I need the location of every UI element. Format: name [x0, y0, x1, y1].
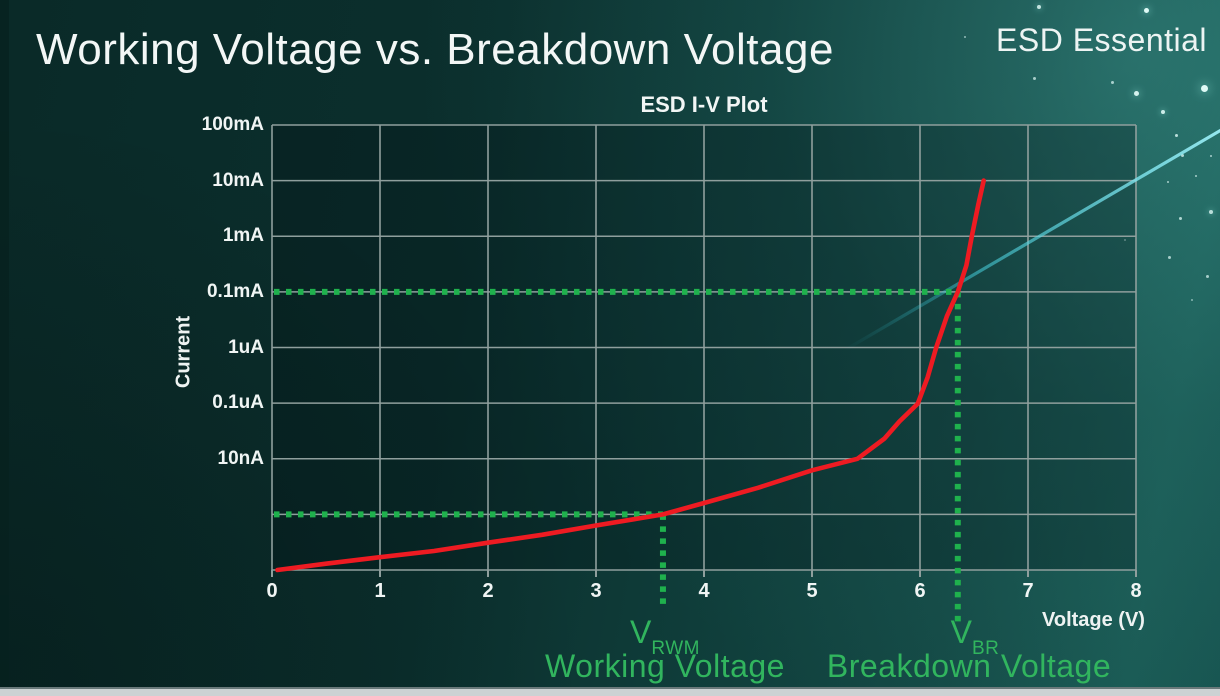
y-tick-label: 1mA: [222, 225, 264, 247]
x-tick-label: 4: [698, 580, 710, 602]
star-dot: [1166, 180, 1170, 184]
vbr-caption: Breakdown Voltage: [826, 648, 1112, 684]
y-tick-label: 10mA: [212, 169, 264, 191]
brand-text: ESD Essential: [996, 22, 1208, 58]
iv-curve: [275, 178, 987, 573]
x-tick-label: 7: [1022, 580, 1034, 602]
star-dot: [963, 35, 967, 39]
star-dot: [1143, 7, 1149, 13]
annotation-guide-lines: [274, 288, 961, 626]
x-tick-label: 6: [914, 580, 926, 602]
star-dot: [1180, 153, 1184, 157]
vbr-symbol: VBR: [950, 614, 1000, 660]
y-tick-label: 0.1mA: [206, 280, 264, 302]
vrwm-caption: Working Voltage: [545, 648, 785, 684]
decorative-swoosh-line: [844, 128, 1220, 352]
x-tick-label: 8: [1130, 580, 1142, 602]
star-dot: [1167, 255, 1171, 259]
x-tick-label: 2: [482, 580, 494, 602]
x-tick-label: 1: [374, 580, 386, 602]
y-tick-label: 1uA: [228, 336, 264, 358]
star-dot: [1037, 5, 1041, 9]
x-tick-label: 3: [590, 580, 602, 602]
star-dot: [1032, 76, 1036, 80]
x-tick-label: 5: [806, 580, 818, 602]
x-axis-label: Voltage (V): [1042, 609, 1145, 631]
left-edge-shadow: [0, 0, 9, 696]
x-tick-label: 0: [266, 580, 278, 602]
star-dot: [1078, 44, 1080, 46]
star-dot: [1194, 174, 1198, 178]
chart-title: ESD I-V Plot: [640, 92, 768, 117]
video-progress-bar[interactable]: [0, 687, 1220, 696]
y-tick-label: 100mA: [201, 114, 264, 135]
y-tick-label: 0.1uA: [212, 392, 264, 414]
star-dot: [1205, 274, 1209, 278]
grid-lines: [271, 124, 1137, 577]
star-dot: [1174, 133, 1178, 137]
star-dot: [1209, 210, 1213, 214]
star-dot: [1178, 216, 1182, 220]
page-title: Working Voltage vs. Breakdown Voltage: [36, 25, 834, 74]
star-dot: [1161, 110, 1165, 114]
star-dot: [1110, 80, 1114, 84]
star-dot: [1190, 298, 1194, 302]
star-dot: [1200, 84, 1208, 92]
vrwm-symbol: VRWM: [630, 614, 700, 660]
y-tick-label: 10nA: [217, 447, 264, 469]
star-dot: [1209, 154, 1213, 158]
star-dot: [1124, 239, 1126, 241]
star-dot: [1133, 90, 1139, 96]
